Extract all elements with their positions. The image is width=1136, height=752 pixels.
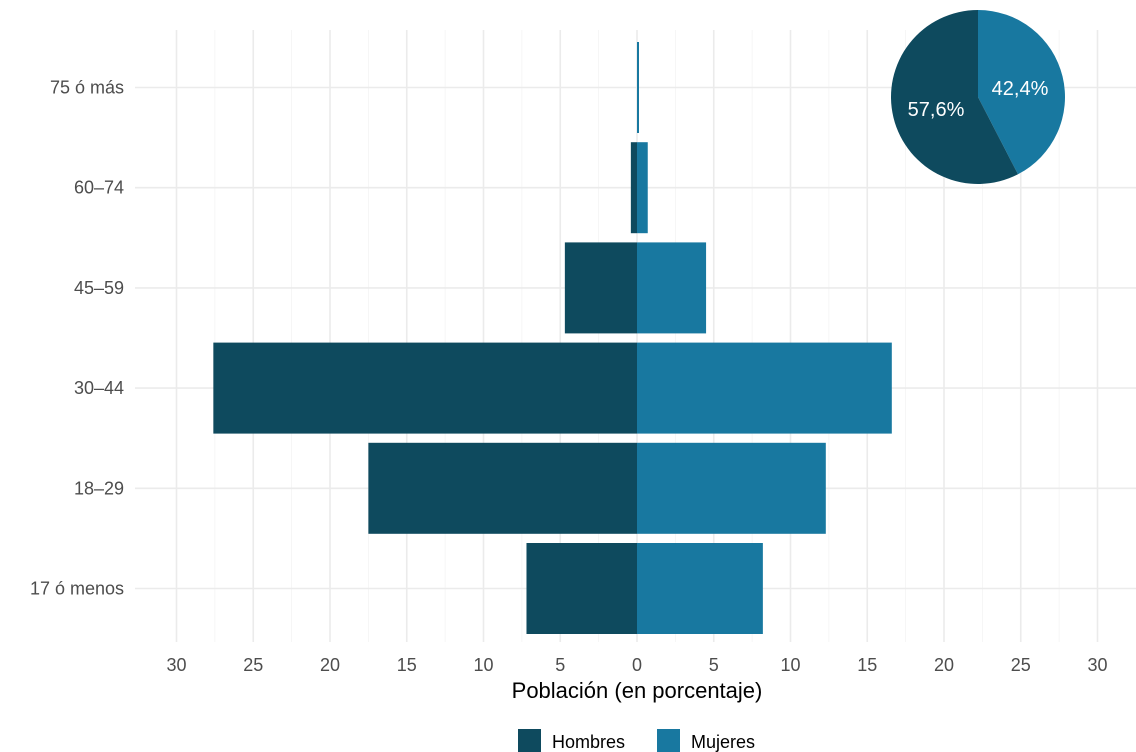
x-axis-labels: 30 25 20 15 10 5 0 5 10 15 20 25 30 xyxy=(166,655,1107,675)
bar-mujeres xyxy=(637,342,892,434)
gender-pie-chart: 57,6% 42,4% xyxy=(890,10,1065,184)
x-tick-label: 0 xyxy=(632,655,642,675)
y-tick-label: 17 ó menos xyxy=(30,579,124,599)
x-tick-label: 5 xyxy=(555,655,565,675)
bar-hombres xyxy=(526,543,637,634)
bars xyxy=(213,42,892,634)
x-tick-label: 20 xyxy=(934,655,954,675)
x-tick-label: 25 xyxy=(1011,655,1031,675)
bar-hombres xyxy=(213,342,637,434)
y-tick-label: 60–74 xyxy=(74,178,124,198)
x-tick-label: 15 xyxy=(397,655,417,675)
y-tick-label: 45–59 xyxy=(74,278,124,298)
pie-label-hombres: 57,6% xyxy=(908,99,965,121)
bar-mujeres xyxy=(637,242,707,334)
y-axis-labels: 17 ó menos 18–29 30–44 45–59 60–74 75 ó más xyxy=(30,78,124,599)
x-tick-label: 20 xyxy=(320,655,340,675)
grid xyxy=(135,30,1136,642)
bar-hombres xyxy=(630,142,637,234)
legend: Hombres Mujeres xyxy=(518,729,755,752)
x-tick-label: 10 xyxy=(780,655,800,675)
pie-slice-hombres xyxy=(890,10,1018,184)
pie-slice-mujeres xyxy=(978,10,1065,175)
x-tick-label: 10 xyxy=(473,655,493,675)
bar-mujeres xyxy=(637,42,639,133)
y-tick-label: 30–44 xyxy=(74,378,124,398)
x-tick-label: 5 xyxy=(709,655,719,675)
pie-label-mujeres: 42,4% xyxy=(992,78,1049,100)
y-tick-label: 75 ó más xyxy=(50,78,124,98)
bar-mujeres xyxy=(637,142,648,234)
x-tick-label: 25 xyxy=(243,655,263,675)
bar-mujeres xyxy=(637,442,826,534)
legend-swatch-mujeres xyxy=(657,729,680,752)
bar-hombres xyxy=(564,242,637,334)
x-tick-label: 15 xyxy=(857,655,877,675)
x-tick-label: 30 xyxy=(166,655,186,675)
legend-swatch-hombres xyxy=(518,729,541,752)
x-tick-label: 30 xyxy=(1087,655,1107,675)
x-axis-title: Población (en porcentaje) xyxy=(512,678,763,703)
legend-label-mujeres: Mujeres xyxy=(691,732,755,752)
legend-label-hombres: Hombres xyxy=(552,732,625,752)
y-tick-label: 18–29 xyxy=(74,478,124,498)
bar-mujeres xyxy=(637,543,763,634)
bar-hombres xyxy=(368,442,637,534)
